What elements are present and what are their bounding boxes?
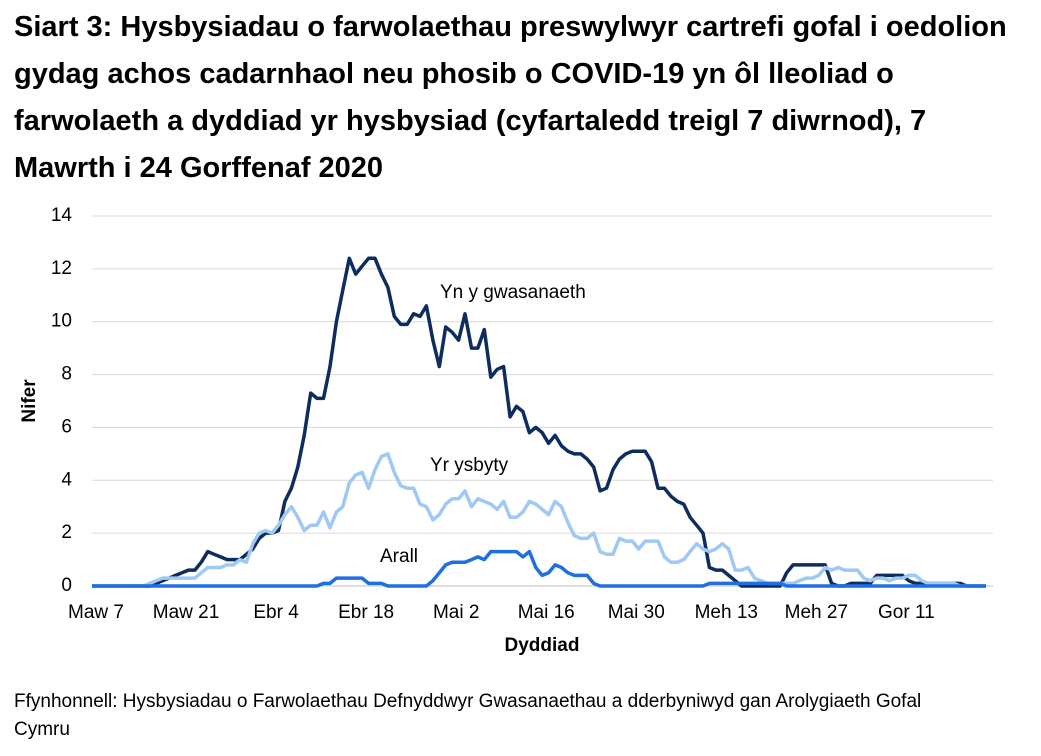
y-tick-label: 8: [61, 364, 72, 385]
y-tick-label: 2: [61, 522, 72, 543]
y-tick-label: 14: [51, 205, 73, 226]
series-label: Yn y gwasanaeth: [440, 282, 586, 303]
chart-title: Siart 3: Hysbysiadau o farwolaethau pres…: [14, 11, 1007, 184]
y-tick-label: 0: [61, 575, 72, 596]
x-tick-label: Meh 13: [695, 602, 758, 623]
y-tick-label: 12: [51, 258, 72, 279]
x-tick-label: Mai 2: [433, 602, 479, 623]
series-line: [92, 256, 986, 588]
series-line: [92, 549, 986, 588]
x-axis-label: Dyddiad: [505, 635, 580, 656]
y-tick-label: 10: [51, 311, 72, 332]
y-tick-label: 6: [61, 416, 72, 437]
x-tick-label: Ebr 4: [253, 602, 299, 623]
x-tick-label: Maw 21: [153, 602, 220, 623]
series-label: Yr ysbyty: [430, 455, 509, 476]
series-line: [92, 452, 986, 588]
x-tick-label: Mai 30: [608, 602, 665, 623]
x-tick-label: Maw 7: [68, 602, 124, 623]
y-tick-label: 4: [61, 469, 72, 490]
x-tick-label: Gor 11: [878, 602, 935, 623]
series-label: Arall: [380, 546, 418, 567]
y-axis-label: Nifer: [19, 379, 40, 423]
source-note: Ffynhonnell: Hysbysiadau o Farwolaethau …: [14, 691, 922, 740]
x-tick-label: Mai 16: [518, 602, 575, 623]
x-tick-label: Ebr 18: [338, 602, 394, 623]
x-tick-label: Meh 27: [785, 602, 848, 623]
